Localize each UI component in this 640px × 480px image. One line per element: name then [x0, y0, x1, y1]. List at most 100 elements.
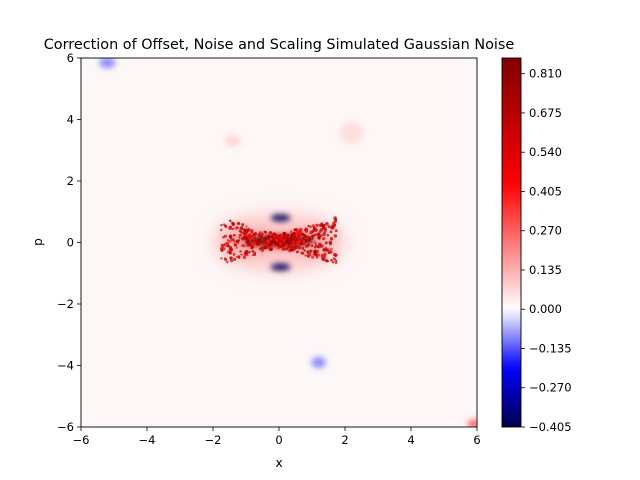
speckle-dot — [297, 229, 301, 232]
y-tick-label: 6 — [67, 51, 74, 65]
speckle-dot — [242, 228, 245, 231]
speckle-dot — [240, 253, 243, 256]
speckle-dot — [228, 219, 232, 223]
y-tick-label: −4 — [57, 359, 74, 373]
speckle-dot — [332, 257, 336, 261]
speckle-dot — [301, 252, 305, 255]
speckle-dot — [233, 233, 236, 237]
speckle-dot — [242, 255, 247, 260]
speckle-dot — [264, 240, 269, 245]
speckle-dot — [310, 244, 314, 248]
speckle-dot — [233, 257, 237, 261]
speckle-dot — [257, 238, 261, 243]
speckle-dot — [322, 232, 326, 236]
x-tick-label: −4 — [139, 433, 156, 447]
speckle-dot — [293, 228, 297, 232]
speckle-dot — [318, 223, 323, 228]
speckle-dot — [307, 224, 310, 228]
speckle-dot — [266, 246, 270, 249]
speckle-dot — [245, 225, 248, 228]
speckle-dot — [258, 248, 262, 251]
speckle-dot — [319, 244, 324, 248]
speckle-dot — [315, 256, 319, 259]
speckle-dot — [305, 244, 309, 248]
speckle-dot — [224, 258, 228, 262]
speckle-dot — [279, 244, 283, 249]
colorbar-tick-label: 0.270 — [529, 224, 562, 238]
speckle-dot — [333, 216, 337, 220]
speckle-dot — [269, 237, 273, 241]
speckle-dot — [302, 240, 306, 243]
speckle-dot — [229, 256, 233, 260]
speckle-dot — [220, 228, 223, 232]
speckle-dot — [235, 246, 238, 249]
speckle-dot — [259, 231, 262, 234]
speckle-dot — [295, 233, 299, 236]
speckle-dot — [275, 235, 279, 239]
y-tick-label: 0 — [67, 236, 74, 250]
x-tick-label: 0 — [275, 433, 282, 447]
speckle-dot — [301, 232, 305, 237]
speckle-dot — [237, 256, 241, 259]
speckle-dot — [268, 231, 273, 235]
speckle-dot — [231, 221, 234, 225]
colorbar-tick-label: 0.675 — [529, 106, 562, 120]
speckle-dot — [282, 239, 286, 243]
speckle-dot — [248, 234, 252, 238]
speckle-dot — [232, 253, 236, 256]
speckle-dot — [283, 234, 286, 237]
y-tick-label: 2 — [67, 174, 74, 188]
speckle-dot — [310, 255, 315, 259]
speckle-dot — [315, 249, 319, 254]
speckle-dot — [239, 226, 244, 231]
speckle-dot — [286, 233, 290, 237]
speckle-dot — [307, 252, 312, 257]
speckle-dot — [334, 253, 338, 258]
speckle-dot — [313, 245, 317, 249]
speckle-dot — [240, 236, 245, 241]
x-tick-label: 6 — [473, 433, 480, 447]
speckle-dot — [322, 255, 327, 260]
speckle-dot — [263, 245, 268, 250]
colorbar-tick-label: 0.540 — [529, 145, 562, 159]
colorbar-fill — [502, 58, 521, 427]
speckle-dot — [316, 253, 320, 257]
speckle-dot — [309, 249, 313, 253]
speckle-dot — [281, 236, 285, 240]
speckle-dot — [329, 237, 334, 241]
heatmap-negative-spot — [99, 58, 116, 69]
speckle-dot — [236, 222, 240, 226]
speckle-dot — [329, 225, 332, 229]
heatmap-positive-spot — [339, 122, 364, 145]
speckle-dot — [304, 239, 308, 242]
y-tick-label: −6 — [57, 420, 74, 434]
speckle-dot — [314, 233, 318, 236]
speckle-dot — [309, 225, 312, 228]
colorbar: −0.405 −0.270 −0.135 0.000 0.135 0.270 0.405 0.… — [501, 57, 572, 434]
y-axis-label: p — [31, 238, 45, 246]
speckle-dot — [301, 246, 305, 250]
speckle-dot — [314, 253, 318, 257]
speckle-dot — [246, 243, 250, 247]
speckle-dot — [323, 226, 327, 230]
speckle-dot — [241, 223, 245, 227]
speckle-dot — [313, 250, 317, 254]
speckle-dot — [268, 242, 272, 247]
speckle-dot — [294, 236, 299, 240]
speckle-dot — [295, 246, 298, 250]
speckle-dot — [250, 245, 255, 249]
colorbar-frame — [501, 57, 522, 428]
speckle-dot — [285, 238, 289, 243]
speckle-dot — [315, 223, 319, 227]
speckle-dot — [227, 244, 230, 248]
speckle-dot — [325, 249, 328, 252]
y-axis: −6 −4 −2 0 2 4 6 — [57, 51, 81, 434]
speckle-dot — [311, 229, 315, 233]
speckle-dot — [334, 229, 338, 233]
speckle-dot — [243, 230, 247, 233]
speckle-dot — [322, 237, 326, 241]
speckle-dot — [228, 239, 232, 243]
speckle-dot — [228, 226, 233, 231]
speckle-dot — [317, 236, 321, 240]
speckle-dot — [220, 257, 223, 260]
